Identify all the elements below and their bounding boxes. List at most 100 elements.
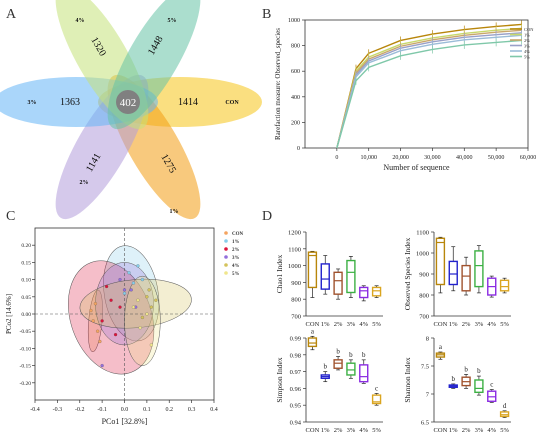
- d-sig-letter-3-3: b: [477, 367, 481, 375]
- c-legend-marker-3: [224, 255, 228, 259]
- c-point-4-2: [140, 315, 144, 320]
- b-ytick-label-4: 800: [291, 44, 300, 50]
- c-point-2-3: [104, 284, 109, 289]
- c-xlabel: PCo1 [32.8%]: [102, 417, 148, 426]
- d-xtick-label-2-4: 4%: [359, 427, 368, 434]
- b-xtick-label-4: 40,000: [456, 155, 473, 161]
- c-point-1-3: [122, 291, 127, 295]
- d-ytick-label-0-5: 1200: [288, 230, 301, 237]
- d-box-0-2: [333, 271, 343, 295]
- d-box-3-3: [474, 379, 484, 394]
- venn-set-label-3: 3%: [28, 100, 37, 106]
- c-point-2-2: [113, 333, 118, 337]
- venn-unique-0: 1414: [178, 97, 198, 108]
- d-ylabel-1: Observed Species Index: [403, 238, 412, 311]
- b-xtick-label-2: 20,000: [392, 155, 409, 161]
- d-ylabel-2: Simpson Index: [275, 357, 284, 402]
- c-ylabel: PCo2 [14.6%]: [5, 294, 13, 334]
- c-ellipse-4: [79, 278, 192, 329]
- c-point-3-1: [129, 288, 133, 292]
- b-ytick-label-2: 400: [291, 95, 300, 101]
- b-xtick-label-1: 10,000: [360, 155, 377, 161]
- d-box-0-3: [346, 259, 356, 294]
- d-ytick-label-1-4: 1100: [416, 230, 429, 237]
- b-series-line-0: [336, 23, 522, 149]
- d-box-1-2: [461, 264, 471, 292]
- b-ytick-label-1: 200: [291, 120, 300, 126]
- b-ytick-label-3: 600: [291, 69, 300, 75]
- c-point-1-1: [131, 281, 136, 285]
- d-xtick-label-3-5: 5%: [500, 427, 509, 434]
- d-ytick-label-2-2: 0.96: [290, 386, 302, 393]
- c-legend-label-3: 3%: [232, 256, 240, 261]
- venn-set-label-4: 4%: [76, 18, 85, 24]
- c-legend-marker-2: [224, 247, 228, 251]
- d-sig-letter-3-2: b: [464, 365, 468, 373]
- venn-shared-count: 402: [120, 97, 137, 109]
- b-xtick-label-5: 50,000: [488, 155, 505, 161]
- d-xtick-label-1-3: 3%: [475, 321, 484, 328]
- d-sig-letter-3-5: d: [503, 402, 507, 410]
- d-sig-letter-2-5: c: [375, 384, 378, 392]
- c-point-1-4: [140, 278, 144, 282]
- d-ytick-label-2-1: 0.95: [290, 403, 301, 410]
- d-xtick-label-2-0: CON: [306, 427, 320, 434]
- d-box-1-1: [448, 260, 458, 286]
- venn-set-label-2: 2%: [80, 180, 89, 186]
- d-ytick-label-0-4: 1100: [288, 246, 301, 253]
- venn-set-label-0: CON: [225, 100, 239, 106]
- d-xtick-label-2-3: 3%: [347, 427, 356, 434]
- c-point-4-0: [145, 295, 149, 299]
- c-point-5-1: [138, 326, 142, 330]
- c-point-3-4: [100, 364, 104, 368]
- d-box-0-1: [320, 263, 330, 290]
- b-xlabel: Number of sequence: [383, 163, 450, 172]
- c-point-2-1: [100, 319, 104, 323]
- b-legend-label-5: 5%: [524, 55, 530, 60]
- c-point-0-3: [98, 339, 102, 344]
- c-point-0-1: [96, 329, 100, 333]
- c-point-1-0: [127, 271, 131, 275]
- d-xtick-label-1-5: 5%: [500, 321, 509, 328]
- b-series-line-4: [336, 34, 522, 149]
- venn-set-label-5: 5%: [168, 18, 177, 24]
- c-point-5-2: [145, 312, 149, 316]
- d-box-1-0: [435, 237, 446, 286]
- c-ellipse-1: [103, 245, 160, 342]
- venn-unique-3: 1363: [60, 97, 80, 108]
- d-xtick-label-0-1: 1%: [321, 321, 330, 328]
- d-ytick-label-3-2: 7.5: [421, 364, 429, 371]
- b-ytick-label-0: 0: [297, 146, 300, 152]
- d-ytick-label-3-0: 6.5: [421, 420, 429, 427]
- c-point-3-0: [122, 288, 127, 292]
- d-sig-letter-2-2: b: [336, 347, 340, 355]
- d-box-0-0: [307, 251, 318, 289]
- b-series-line-1: [336, 27, 522, 149]
- d-xtick-label-0-4: 4%: [359, 321, 368, 328]
- d-ytick-label-0-3: 1000: [288, 263, 301, 270]
- d-box-2-2: [333, 359, 343, 369]
- d-xtick-label-2-1: 1%: [321, 427, 330, 434]
- c-ytick-label-0: -0.20: [20, 381, 32, 387]
- d-ytick-label-1-3: 1000: [416, 251, 429, 258]
- c-xtick-label-4: 0.0: [121, 407, 129, 413]
- d-ytick-label-1-0: 700: [419, 314, 429, 321]
- c-xtick-label-3: -0.1: [97, 407, 107, 413]
- d-ytick-label-0-2: 900: [291, 280, 301, 287]
- c-legend-marker-4: [224, 263, 228, 267]
- c-point-5-0: [131, 305, 136, 309]
- c-ytick-label-5: 0.05: [21, 295, 31, 301]
- c-point-0-2: [93, 302, 98, 306]
- venn-center: [116, 90, 140, 114]
- b-series-line-2: [336, 29, 522, 149]
- d-ytick-label-2-5: 0.99: [290, 336, 301, 343]
- d-xtick-label-1-0: CON: [434, 321, 448, 328]
- c-legend-label-1: 1%: [232, 240, 240, 245]
- c-xtick-label-0: -0.4: [30, 407, 40, 413]
- c-xtick-label-8: 0.4: [210, 407, 218, 413]
- b-ytick-label-5: 1000: [288, 18, 300, 24]
- c-point-4-1: [149, 305, 153, 309]
